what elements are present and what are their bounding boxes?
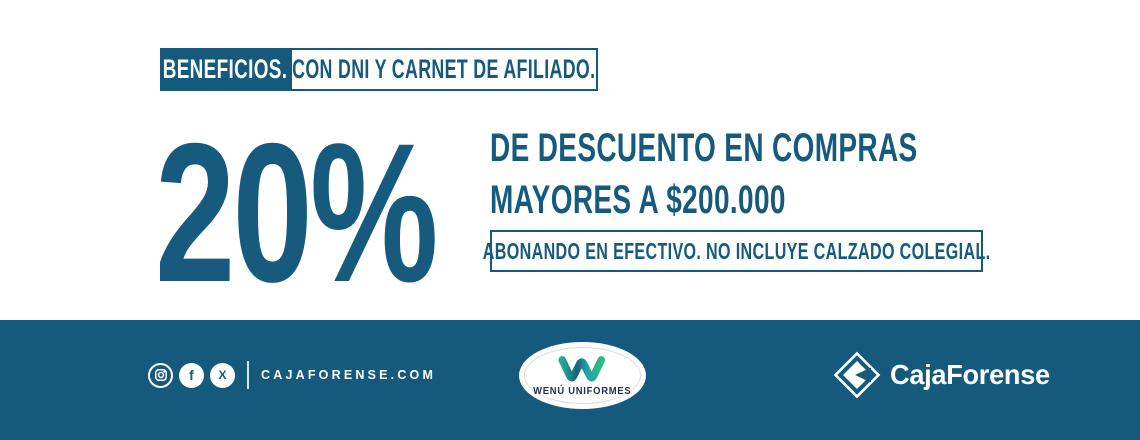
offer-conditions-box: ABONANDO EN EFECTIVO. NO INCLUYE CALZADO… [483, 230, 990, 272]
header-badges: BENEFICIOS. CON DNI Y CARNET DE AFILIADO… [160, 48, 598, 91]
discount-percent: 20% [155, 102, 438, 323]
wenu-uniformes-logo: WENÚ UNIFORMES [519, 342, 646, 409]
offer-description-line1: DE DESCUENTO EN COMPRAS [490, 126, 918, 170]
affiliate-requirement-badge: CON DNI Y CARNET DE AFILIADO. [290, 48, 598, 91]
instagram-icon[interactable] [148, 362, 173, 388]
offer-description: DE DESCUENTO EN COMPRAS MAYORES A $200.0… [490, 122, 1101, 226]
offer-conditions-text: ABONANDO EN EFECTIVO. NO INCLUYE CALZADO… [482, 237, 991, 264]
wenu-logo-label: WENÚ UNIFORMES [533, 386, 632, 397]
x-glyph: X [218, 368, 227, 382]
facebook-icon[interactable]: f [179, 362, 204, 388]
cajaforense-logo: CajaForense [833, 349, 1055, 401]
offer-description-line2: MAYORES A $200.000 [490, 178, 786, 222]
cajaforense-diamond-icon [833, 351, 881, 399]
wenu-logo-ring [524, 347, 641, 404]
benefits-badge: BENEFICIOS. [160, 48, 290, 91]
affiliate-requirement-label: CON DNI Y CARNET DE AFILIADO. [292, 54, 596, 84]
benefits-badge-label: BENEFICIOS. [162, 54, 288, 84]
cajaforense-logo-label: CajaForense [890, 359, 1050, 390]
social-row: f X CAJAFORENSE.COM [148, 360, 436, 390]
facebook-glyph: f [189, 367, 194, 383]
instagram-glyph [154, 368, 167, 382]
website-url[interactable]: CAJAFORENSE.COM [261, 368, 437, 382]
footer-divider [247, 361, 249, 389]
x-icon[interactable]: X [210, 362, 235, 388]
wenu-w-icon [557, 356, 605, 382]
